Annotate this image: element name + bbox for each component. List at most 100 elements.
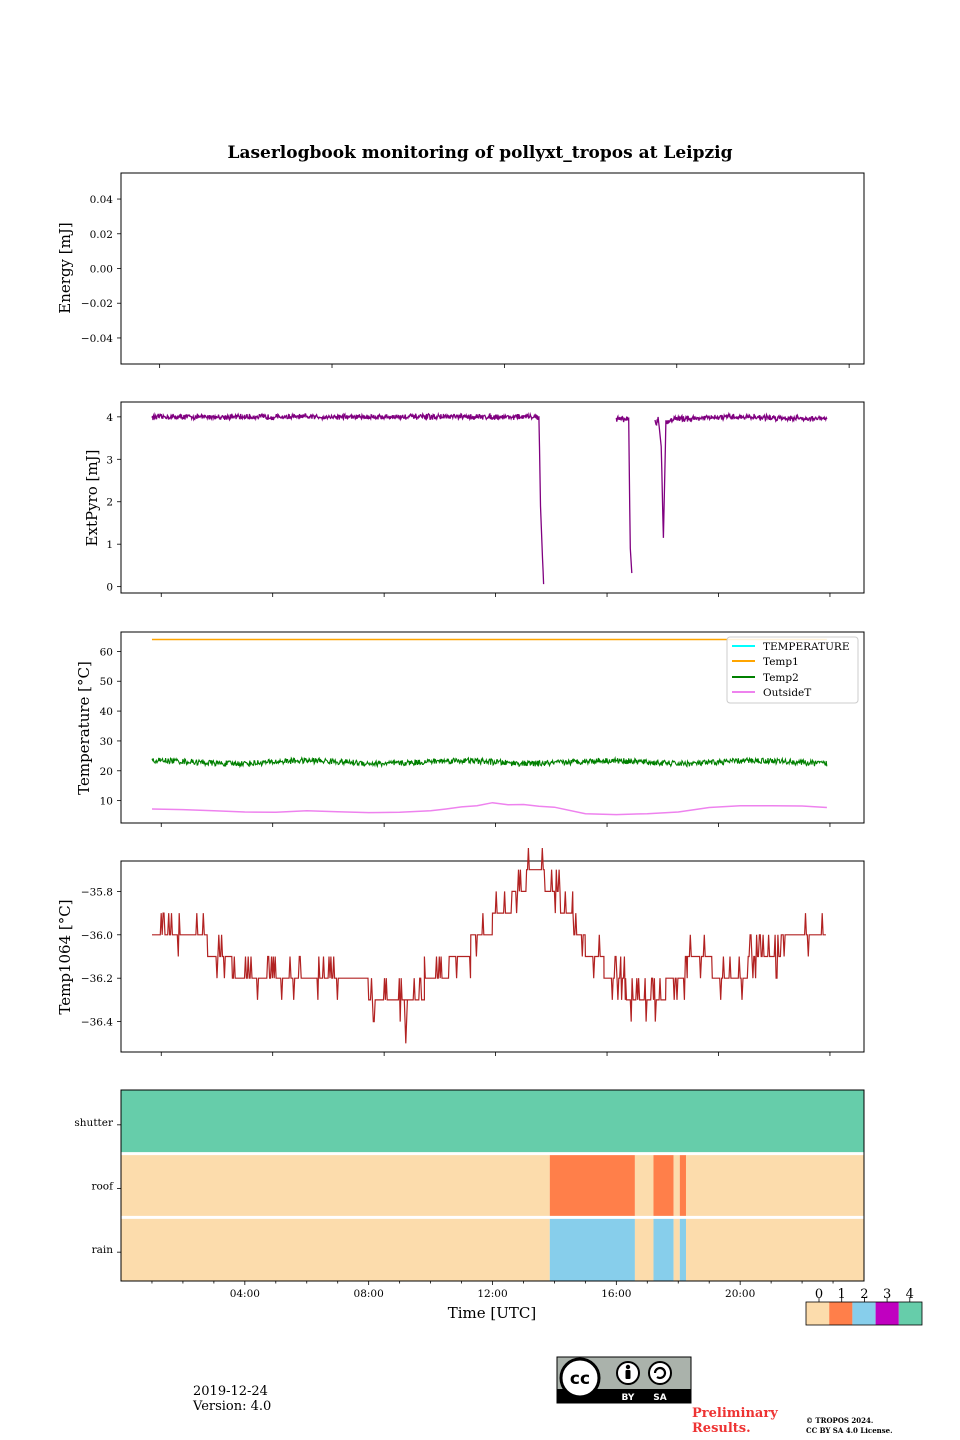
temperature-ylabel: Temperature [°C] [75,661,93,795]
legend-label-temp1: Temp1 [763,656,799,668]
status-cell-roof [679,1153,686,1218]
status-row-labels: shutter roof rain [74,1117,121,1256]
temperature-xticks [160,823,831,827]
temperature-legend: TEMPERATURE Temp1 Temp2 OutsideT [726,636,859,704]
y-tick-label: 20 [100,766,113,778]
y-tick-label: 50 [100,676,113,688]
y-tick-label: 0.02 [90,229,113,241]
y-tick-label: 1 [106,539,113,551]
temp2-series-line [151,756,828,769]
temperature-yticks: 10 20 30 40 50 60 [100,646,121,808]
cc-logo-text: cc [570,1369,590,1389]
temp1064-ylabel: Temp1064 [°C] [56,899,74,1014]
person-head [625,1364,631,1370]
extpyro-series-line [654,411,828,538]
status-cell-roof [121,1153,550,1218]
extpyro-xticks [160,593,831,597]
status-cell-rain [549,1217,635,1281]
temp1064-series-line [152,847,826,1023]
y-tick-label: −35.8 [81,886,113,898]
temp1064-xticks [160,1052,831,1056]
status-cell-roof [673,1153,680,1218]
y-tick-label: 3 [106,454,113,466]
status-panel: shutter roof rain 04:00 08:00 12:00 16:00 20:0… [74,1089,865,1322]
y-tick-label: 0.00 [90,264,113,276]
extpyro-axes-frame [120,401,865,594]
energy-ylabel: Energy [mJ] [56,222,74,313]
copyright-note: © TROPOS 2024. CC BY SA 4.0 License. [806,1416,893,1436]
temp1064-panel: Temp1064 [°C] −35.8 −36.0 −36.2 −36.4 [56,847,865,1056]
energy-panel: Energy [mJ] 0.04 0.02 0.00 −0.02 −0.04 [56,172,865,368]
status-row-label-rain: rain [92,1244,114,1256]
y-tick-label: 0 [106,582,113,594]
status-cell-rain [673,1217,680,1281]
share-alike-arrow [653,1366,667,1380]
colorbar-label: 0 [815,1287,823,1302]
y-tick-label: 40 [100,706,113,718]
outsidet-series-line [151,801,827,816]
cc-logo-icon [559,1357,601,1399]
legend-label-outsidet: OutsideT [763,687,811,699]
status-cell-rain [653,1217,674,1281]
y-tick-label: −0.02 [81,298,113,310]
y-tick-label: 60 [100,646,113,658]
status-cell-rain [685,1217,864,1281]
y-tick-label: −36.2 [81,973,113,985]
share-alike-icon [648,1361,672,1385]
status-cell-roof [685,1153,864,1218]
energy-yticks: 0.04 0.02 0.00 −0.02 −0.04 [81,194,121,345]
status-cell-roof [653,1153,674,1218]
energy-axes-frame [120,172,865,365]
legend-box [726,636,859,704]
status-cell-shutter [121,1090,864,1154]
status-cells [121,1090,864,1281]
x-tick-label: 08:00 [354,1288,384,1300]
license-by-text: BY [622,1393,635,1403]
extpyro-yticks: 0 1 2 3 4 [106,412,121,594]
y-tick-label: 2 [106,497,113,509]
extpyro-series-line [615,414,633,574]
status-cell-rain [121,1217,550,1281]
colorbar-cells [806,1302,922,1325]
status-cell-rain [634,1217,654,1281]
colorbar-cell-2 [852,1302,876,1325]
temperature-panel: Temperature [°C] 10 20 30 40 50 60 TEMPERATUR… [75,631,865,827]
status-cell-rain [679,1217,686,1281]
person-body [625,1370,631,1379]
colorbar-cell-4 [898,1302,922,1325]
y-tick-label: 30 [100,736,113,748]
energy-xticks [159,364,850,368]
footer-version: Version: 4.0 [193,1399,272,1414]
colorbar-cell-0 [806,1302,830,1325]
extpyro-ylabel: ExtPyro [mJ] [83,450,101,547]
y-tick-label: 10 [100,796,113,808]
temperature-lines [151,638,828,816]
colorbar-label: 4 [906,1287,914,1302]
colorbar-label: 3 [883,1287,891,1302]
status-cell-roof [634,1153,654,1218]
temp1064-lines [152,847,826,1044]
temp1064-yticks: −35.8 −36.0 −36.2 −36.4 [81,886,121,1029]
x-tick-label: 12:00 [477,1288,507,1300]
colorbar-cell-3 [875,1302,899,1325]
y-tick-label: −36.4 [81,1017,113,1029]
y-tick-label: −0.04 [81,333,113,345]
temp1064-dip [403,999,408,1044]
extpyro-series-line [151,411,545,585]
colorbar-label: 2 [860,1287,868,1302]
x-tick-label: 20:00 [725,1288,755,1300]
legend-label-temp2: Temp2 [763,672,799,684]
legend-label-temperature: TEMPERATURE [763,641,850,653]
copyright-line-1: © TROPOS 2024. [806,1416,874,1425]
extpyro-lines [151,411,828,585]
preliminary-results-note: Preliminary Results. [692,1406,778,1436]
figure-title: Laserlogbook monitoring of pollyxt_tropo… [227,143,732,163]
license-sa-text: SA [653,1393,666,1403]
status-xlabel: Time [UTC] [448,1304,537,1322]
status-xticks: 04:00 08:00 12:00 16:00 20:00 [151,1281,834,1300]
cc-license-badge: cc BY SA [556,1356,692,1404]
status-row-label-roof: roof [91,1181,114,1193]
